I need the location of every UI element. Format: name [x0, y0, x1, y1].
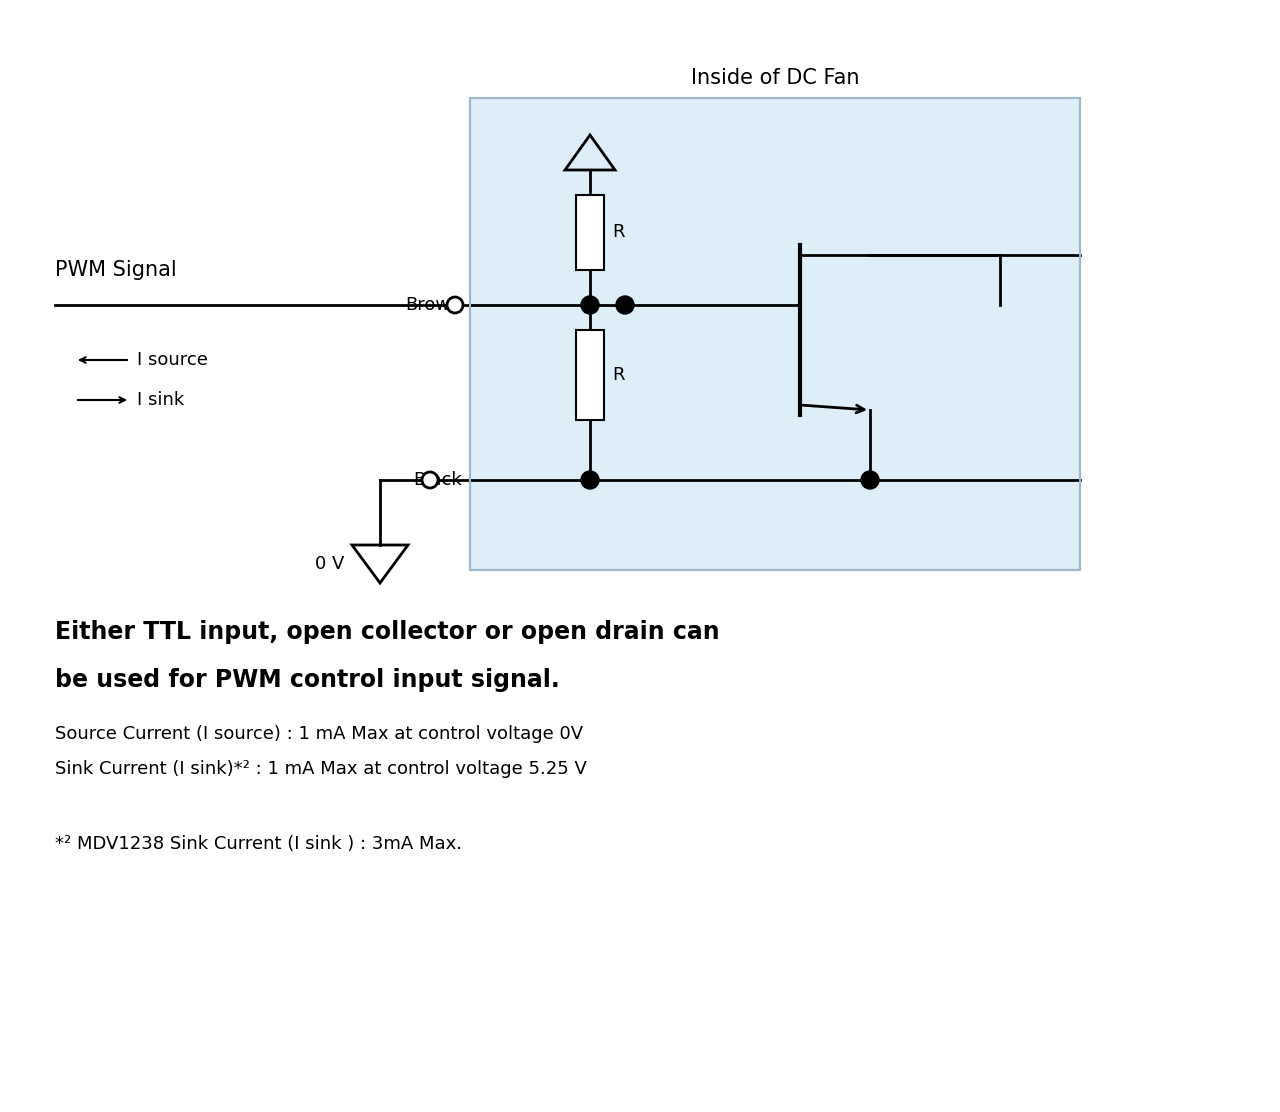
Circle shape: [616, 296, 634, 314]
Text: I source: I source: [137, 351, 207, 369]
Text: 0 V: 0 V: [315, 555, 344, 573]
Text: Either TTL input, open collector or open drain can: Either TTL input, open collector or open…: [55, 620, 719, 644]
Text: Brown: Brown: [406, 296, 462, 314]
Circle shape: [581, 296, 599, 314]
Circle shape: [581, 471, 599, 489]
Text: Source Current (I source) : 1 mA Max at control voltage 0V: Source Current (I source) : 1 mA Max at …: [55, 725, 584, 743]
Bar: [576, 330, 604, 420]
Text: R: R: [612, 224, 625, 241]
Circle shape: [861, 471, 879, 489]
Text: Inside of DC Fan: Inside of DC Fan: [691, 68, 859, 88]
Text: *² MDV1238 Sink Current (I sink ) : 3mA Max.: *² MDV1238 Sink Current (I sink ) : 3mA …: [55, 835, 462, 853]
Text: be used for PWM control input signal.: be used for PWM control input signal.: [55, 668, 559, 692]
Circle shape: [422, 471, 438, 488]
Bar: [470, 98, 1080, 570]
Bar: [470, 98, 1080, 570]
Text: PWM Signal: PWM Signal: [55, 260, 177, 280]
Text: I sink: I sink: [137, 391, 184, 409]
Text: Black: Black: [413, 471, 462, 489]
Bar: [576, 195, 604, 270]
Text: Sink Current (I sink)*² : 1 mA Max at control voltage 5.25 V: Sink Current (I sink)*² : 1 mA Max at co…: [55, 759, 586, 778]
Circle shape: [447, 297, 463, 312]
Text: R: R: [612, 366, 625, 384]
